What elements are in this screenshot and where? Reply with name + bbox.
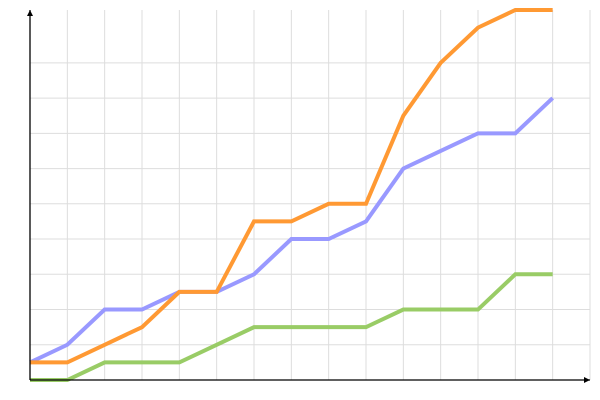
grid [30, 10, 591, 380]
series-line-2 [30, 8, 553, 365]
x-axis-arrow-icon [584, 377, 590, 383]
series-group [29, 8, 555, 382]
series-line-3 [30, 272, 553, 382]
y-axis-arrow-icon [27, 10, 33, 16]
axes [27, 10, 590, 383]
series-line-1 [29, 96, 555, 365]
